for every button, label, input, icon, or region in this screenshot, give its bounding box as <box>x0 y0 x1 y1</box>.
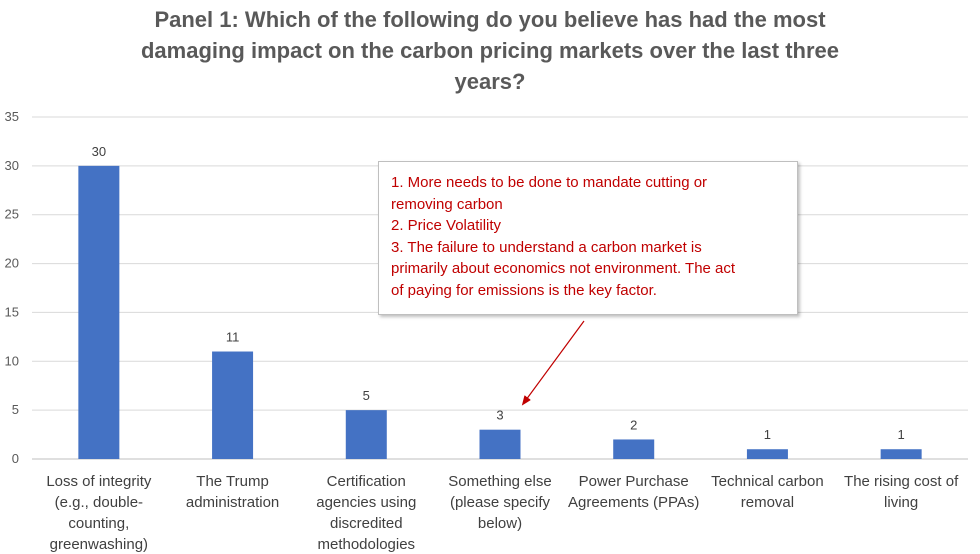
category-label: agencies using <box>316 494 416 511</box>
category-label: methodologies <box>317 536 415 553</box>
chart-title-line: damaging impact on the carbon pricing ma… <box>140 38 840 63</box>
category-label: counting, <box>68 515 129 532</box>
y-tick-label: 0 <box>12 451 19 466</box>
data-label: 30 <box>92 144 106 159</box>
category-label: Technical carbon <box>711 473 824 490</box>
y-tick-label: 30 <box>5 158 19 173</box>
data-label: 1 <box>898 427 905 442</box>
category-label: Certification <box>327 473 406 490</box>
bar <box>613 439 655 459</box>
y-tick-label: 5 <box>12 402 19 417</box>
annotation-line: 2. Price Volatility <box>391 217 502 234</box>
category-label: greenwashing) <box>50 536 148 553</box>
category-label: Agreements (PPAs) <box>568 494 699 511</box>
category-label: The Trump <box>196 473 269 490</box>
annotation-callout: 1. More needs to be done to mandate cutt… <box>378 161 798 315</box>
data-label: 1 <box>764 427 771 442</box>
y-tick-label: 25 <box>5 207 19 222</box>
data-label: 2 <box>630 417 637 432</box>
annotation-line: 3. The failure to understand a carbon ma… <box>391 238 702 256</box>
bar <box>78 165 120 459</box>
category-label: Loss of integrity <box>46 473 152 490</box>
bar <box>880 449 922 459</box>
annotation-line: 1. More needs to be done to mandate cutt… <box>391 174 708 191</box>
category-label: (please specify <box>450 494 551 511</box>
category-label: removal <box>741 494 794 511</box>
data-label: 5 <box>363 388 370 403</box>
chart-title: Panel 1: Which of the following do you b… <box>100 4 880 97</box>
category-label: administration <box>186 494 279 511</box>
y-axis: 0 5 10 15 20 25 30 35 <box>5 109 19 466</box>
category-label: living <box>884 494 918 511</box>
chart-title-line: Panel 1: Which of the following do you b… <box>154 7 826 32</box>
data-label: 11 <box>226 330 240 345</box>
data-label: 3 <box>496 408 503 423</box>
x-axis-category-labels: Loss of integrity (e.g., double-counting,… <box>46 473 959 553</box>
annotation-line: primarily about economics not environmen… <box>391 260 736 277</box>
y-tick-label: 35 <box>5 109 19 124</box>
bar <box>212 351 254 459</box>
annotation-line: of paying for emissions is the key facto… <box>391 281 657 299</box>
y-tick-label: 10 <box>5 353 19 368</box>
chart-title-line: years? <box>454 69 526 94</box>
bar <box>746 449 788 459</box>
category-label: below) <box>478 515 522 532</box>
category-label: The rising cost of <box>844 473 959 490</box>
bars <box>78 165 922 459</box>
y-tick-label: 20 <box>5 256 19 271</box>
category-label: discredited <box>330 515 403 532</box>
bar <box>479 429 521 459</box>
category-label: Something else <box>448 473 551 490</box>
annotation-line: removing carbon <box>391 195 503 213</box>
category-label: (e.g., double- <box>55 494 143 511</box>
category-label: Power Purchase <box>579 473 689 490</box>
y-tick-label: 15 <box>5 304 19 319</box>
bar <box>345 410 387 459</box>
